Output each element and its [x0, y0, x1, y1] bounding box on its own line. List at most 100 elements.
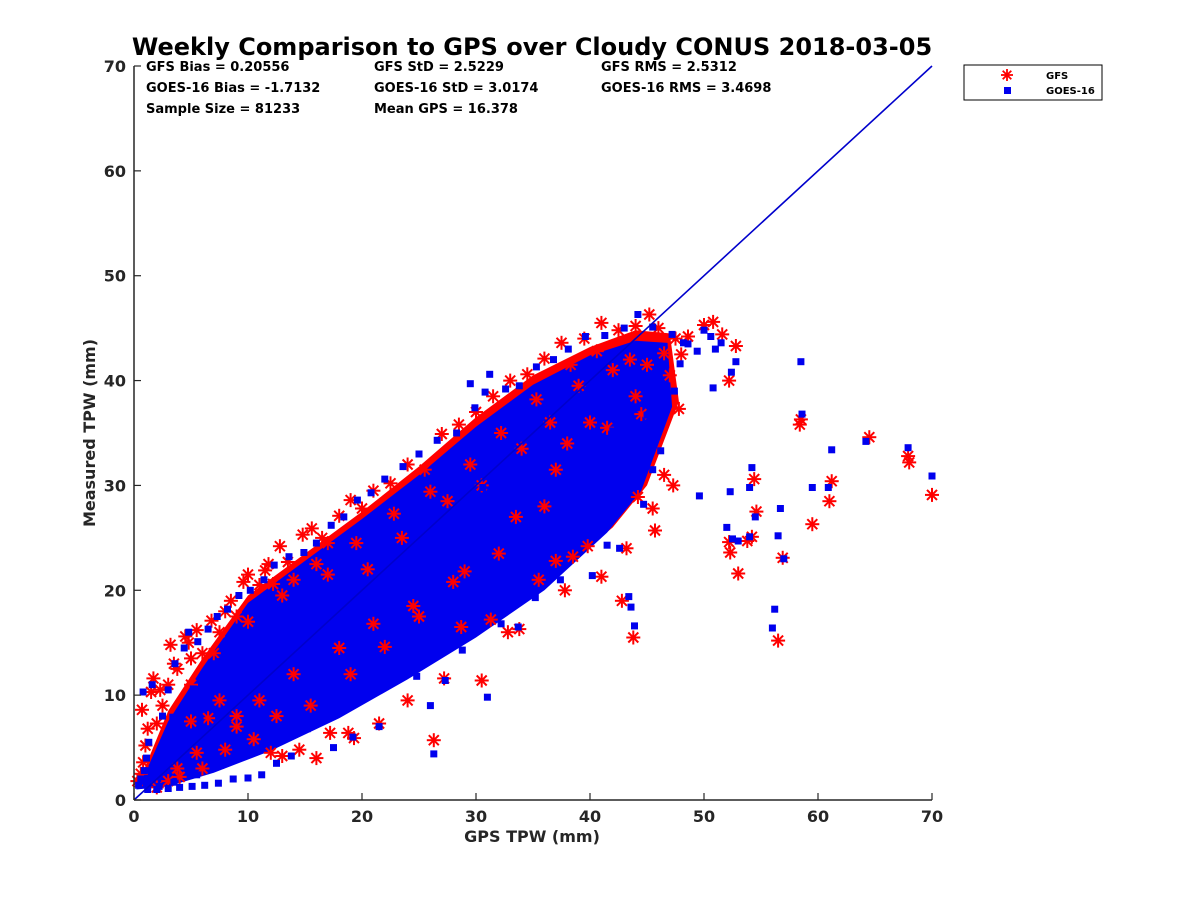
goes-16-point — [502, 385, 510, 393]
goes-16-point — [601, 332, 609, 339]
goes-16-point — [246, 586, 254, 594]
goes-16-point — [328, 690, 336, 698]
goes-16-point — [201, 781, 209, 789]
goes-16-point — [607, 473, 614, 481]
goes-16-point — [828, 446, 836, 454]
x-ticks: 0 10 20 30 40 50 60 70 — [128, 793, 943, 826]
gfs-point — [747, 472, 762, 487]
goes-16-point — [707, 333, 715, 340]
gfs-point — [206, 646, 221, 661]
goes-16-point — [616, 544, 624, 552]
goes-16-point — [244, 774, 252, 782]
goes-16-point — [171, 660, 179, 668]
goes-16-point — [550, 356, 557, 364]
gfs-point — [170, 761, 185, 776]
goes-16-point — [270, 561, 278, 569]
gfs-point — [309, 557, 324, 572]
legend-marker-goes-16 — [1004, 87, 1011, 94]
gfs-point — [483, 612, 498, 627]
goes-16-point — [137, 775, 145, 783]
gfs-point — [332, 641, 347, 655]
gfs-point — [246, 732, 261, 747]
gfs-point — [657, 346, 672, 361]
goes-16-point — [570, 406, 578, 414]
x-tick-label: 50 — [693, 807, 715, 826]
goes-16-point — [862, 437, 870, 445]
goes-16-point — [169, 713, 177, 721]
gfs-point — [723, 545, 738, 560]
gfs-point — [454, 620, 469, 634]
goes-16-point — [603, 541, 611, 549]
gfs-point — [303, 698, 318, 713]
goes-16-point — [214, 779, 222, 787]
goes-16-point — [216, 658, 223, 666]
goes-16-point — [159, 712, 166, 720]
gfs-point — [417, 462, 432, 477]
stat-text: GFS Bias = 0.20556 — [146, 60, 289, 75]
goes-16-point — [413, 672, 421, 680]
goes-16-point — [522, 508, 530, 516]
goes-16-point — [649, 323, 657, 331]
goes-16-point — [511, 458, 519, 466]
gfs-point — [531, 572, 546, 587]
gfs-point — [184, 651, 198, 666]
gfs-point — [266, 577, 281, 591]
gfs-point — [560, 436, 575, 451]
gfs-point — [212, 693, 227, 708]
goes-16-point — [751, 513, 759, 521]
goes-16-point — [709, 384, 717, 392]
gfs-point — [189, 745, 204, 760]
gfs-point — [463, 457, 478, 472]
goes-16-point — [609, 427, 617, 435]
gfs-point — [563, 357, 578, 372]
gfs-point — [614, 593, 629, 608]
goes-16-point — [349, 733, 357, 741]
goes-16-point — [556, 576, 564, 584]
y-ticks: 0 10 20 30 40 50 60 70 — [104, 57, 141, 810]
goes-16-point — [904, 444, 912, 452]
goes-16-point — [204, 625, 212, 633]
goes-16-point — [399, 498, 407, 506]
gfs-point — [218, 742, 233, 757]
gfs-point — [149, 716, 164, 731]
goes-16-point — [458, 646, 466, 654]
gfs-point — [474, 673, 489, 688]
goes-16-point — [928, 472, 936, 480]
goes-16-point — [433, 436, 441, 444]
goes-16-point — [461, 444, 469, 452]
goes-16-point — [479, 484, 487, 491]
stat-text: GOES-16 RMS = 3.4698 — [601, 81, 771, 96]
gfs-point — [229, 609, 244, 624]
gfs-point — [440, 494, 455, 509]
gfs-point — [457, 564, 472, 579]
goes-16-point — [726, 488, 734, 496]
gfs-point — [426, 733, 441, 748]
gfs-point — [386, 506, 401, 521]
gfs-point — [674, 347, 689, 362]
goes-16-point — [515, 382, 523, 390]
goes-16-point — [399, 463, 407, 471]
gfs-point — [212, 625, 227, 640]
series-goes-16 — [135, 311, 936, 793]
goes-16-point — [415, 450, 423, 458]
gfs-point — [377, 639, 392, 654]
gfs-point — [229, 719, 244, 734]
goes-16-point — [448, 509, 456, 517]
gfs-point — [925, 487, 939, 502]
gfs-point — [666, 478, 681, 493]
gfs-point — [400, 693, 415, 708]
goes-16-point — [260, 576, 268, 584]
goes-16-point — [381, 475, 389, 483]
legend-marker-gfs — [1001, 69, 1013, 81]
goes-16-point — [808, 484, 816, 491]
goes-16-point — [552, 481, 560, 489]
goes-16-point — [776, 505, 784, 512]
goes-16-point — [153, 762, 161, 770]
gfs-point — [630, 490, 645, 504]
goes-16-point — [155, 782, 163, 790]
gfs-point — [355, 501, 369, 516]
goes-16-point — [217, 761, 225, 769]
axes — [133, 66, 932, 801]
goes-16-point — [798, 410, 806, 418]
gfs-point — [648, 523, 662, 538]
